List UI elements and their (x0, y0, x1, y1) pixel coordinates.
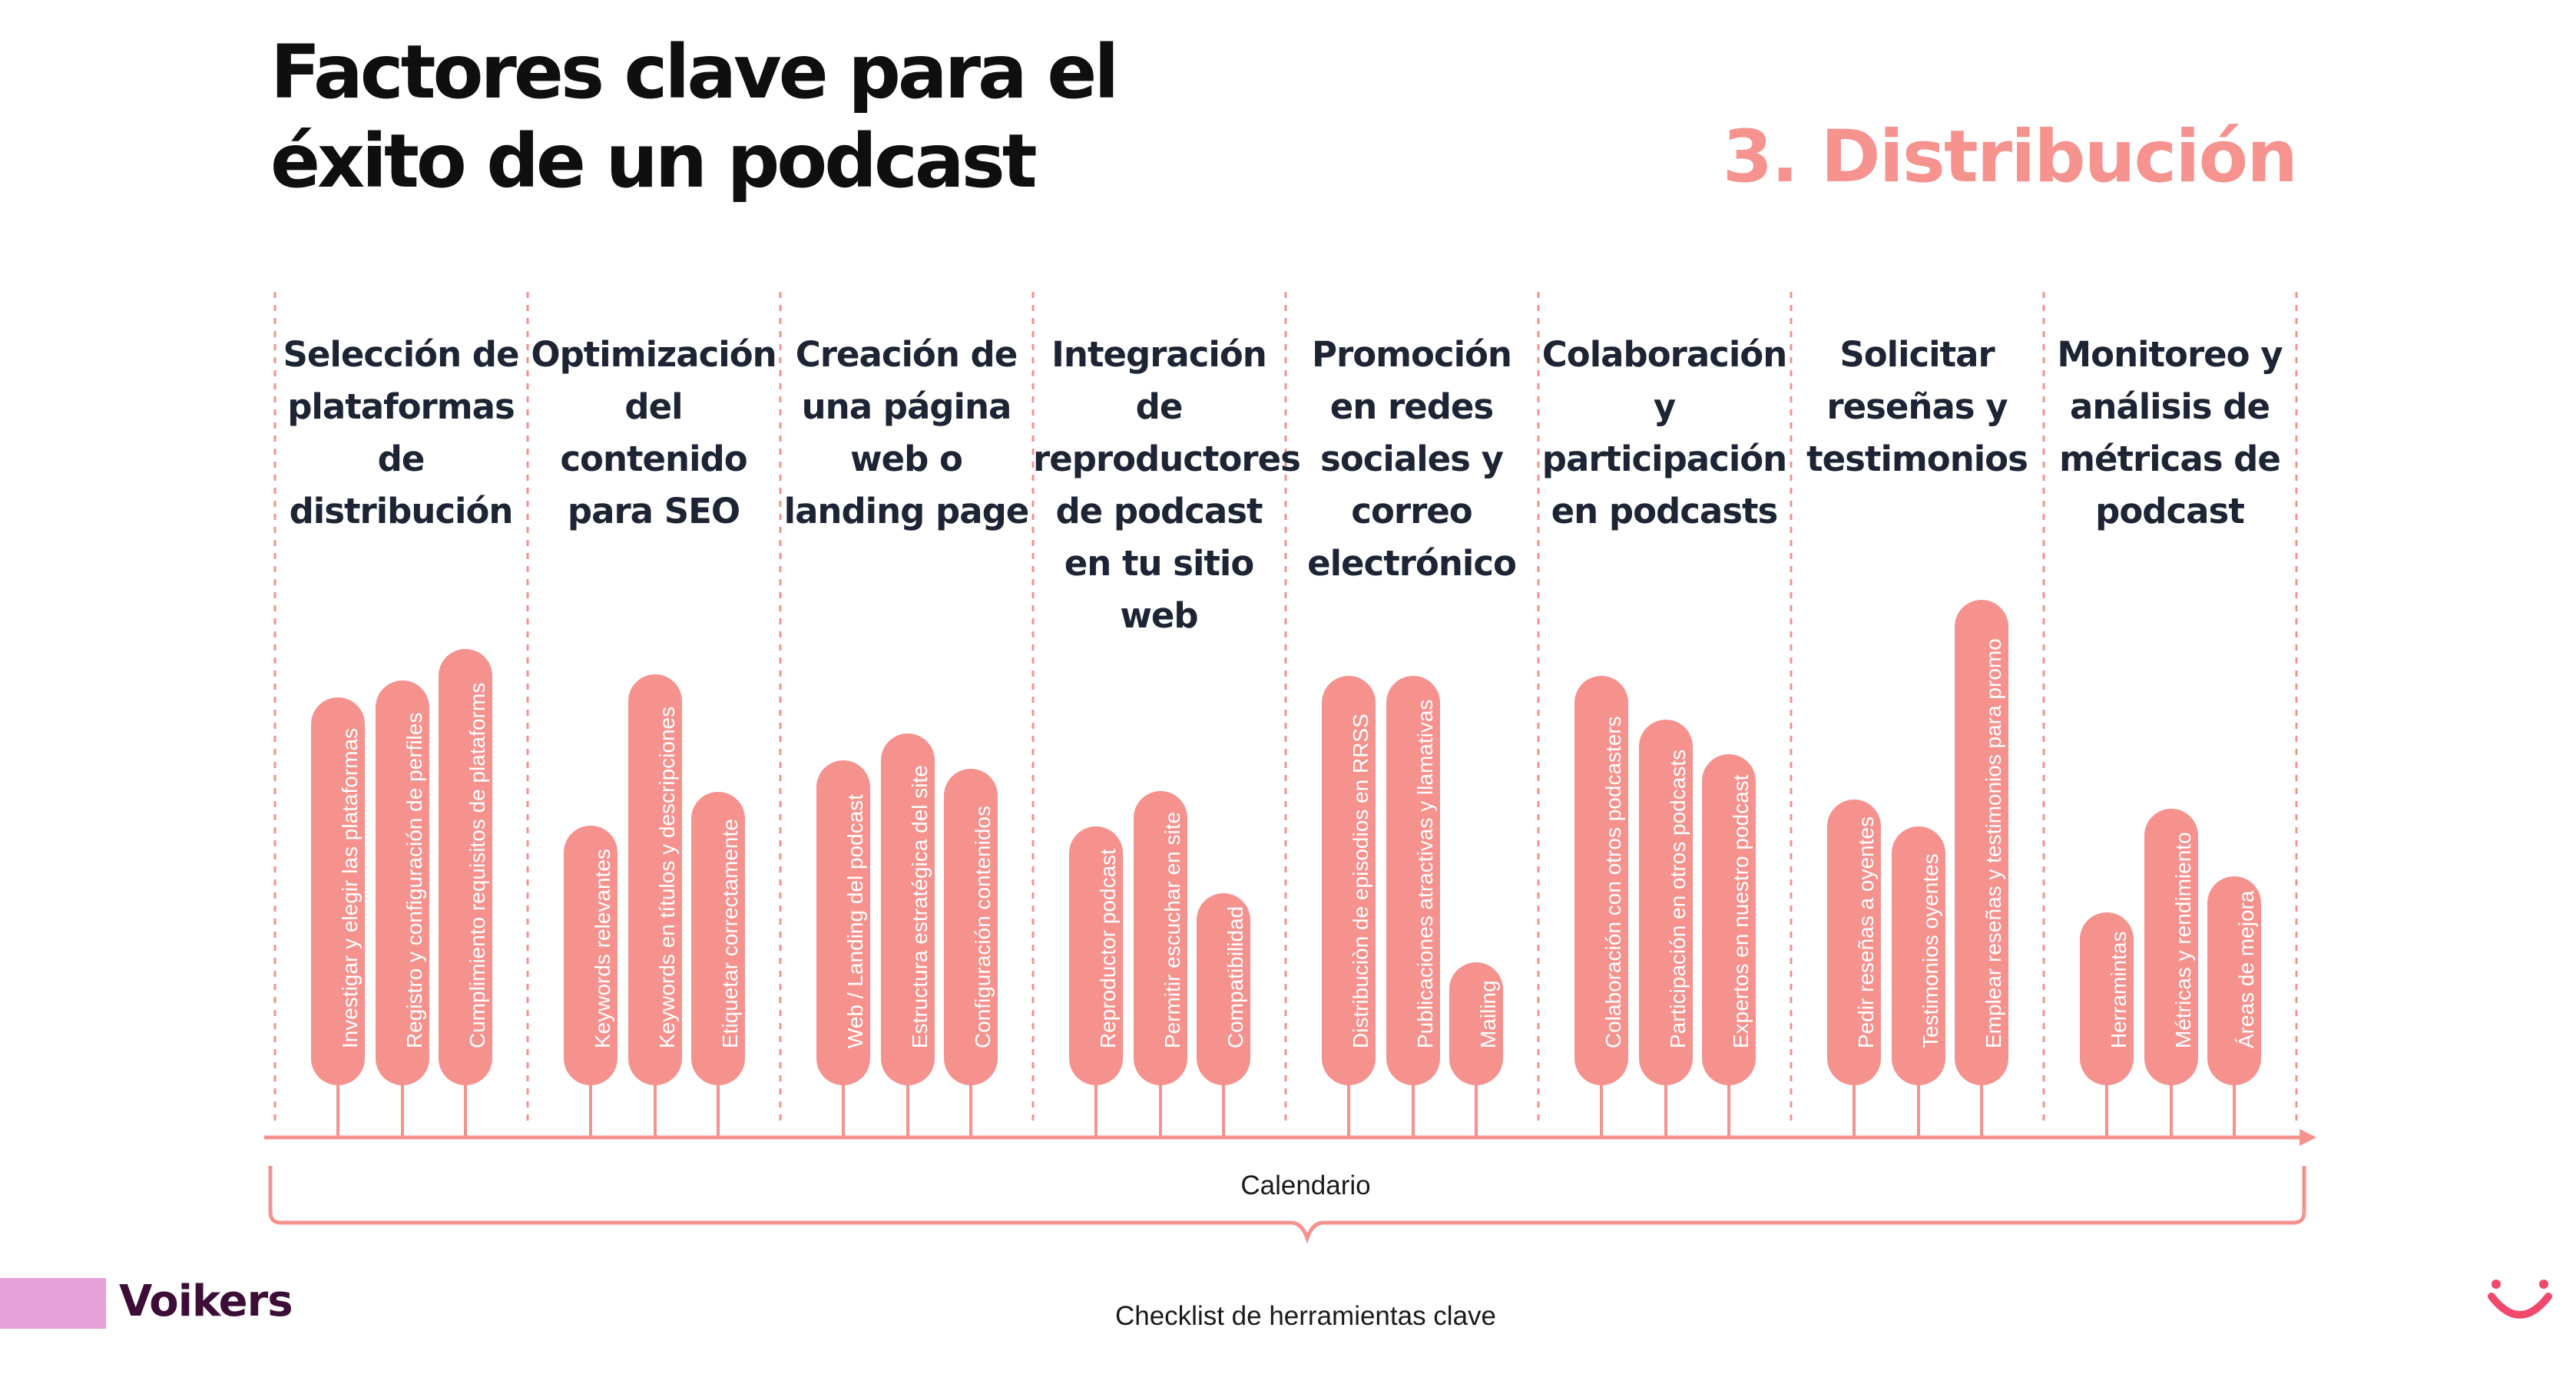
section-title: 3. Distribución (1722, 115, 2298, 199)
column-title: Promoción en redes sociales y correo ele… (1307, 334, 1517, 584)
checklist-pill: Investigar y elegir las plataformas (311, 697, 365, 1085)
pill-label: Mailing (1476, 980, 1500, 1048)
pill-label: Distribuciòn de episodios en RRSS (1349, 714, 1372, 1048)
checklist-pill: Registro y configuración de perfiles (376, 680, 429, 1085)
checklist-pill: Testimonios oyentes (1892, 826, 1945, 1085)
pill-label: Áreas de mejora (2234, 890, 2258, 1048)
checklist-pill: Etiquetar correctamente (691, 792, 745, 1085)
checklist-pill: Configuración contenidos (944, 769, 998, 1085)
checklist-pill: Distribuciòn de episodios en RRSS (1322, 676, 1376, 1085)
column-title: Optimización del contenido para SEO (531, 334, 776, 531)
pill-label: Keywords relevantes (591, 849, 614, 1048)
column-title: Integración de reproductores de podcast … (1033, 334, 1301, 636)
pill-label: Participación en otros podcasts (1666, 749, 1690, 1048)
checklist-pill: Mailing (1449, 962, 1503, 1085)
column-title: Creación de una página web o landing pag… (783, 334, 1030, 531)
column-title: Solicitar reseñas y testimonios (1806, 334, 2028, 479)
checklist-pill: Herramintas (2080, 912, 2134, 1085)
pill-label: Configuración contenidos (971, 806, 995, 1048)
checklist-pill: Permitir escuchar en site (1134, 791, 1187, 1085)
pill-label: Cumplimiento requisitos de plataforms (465, 682, 489, 1048)
column-title: Selección de plataformas de distribución (283, 334, 520, 531)
checklist-pill: Métricas y rendimiento (2144, 809, 2198, 1085)
checklist-pill: Pedir reseñas a oyentes (1827, 800, 1881, 1085)
pill-label: Métricas y rendimiento (2171, 832, 2195, 1048)
checklist-pill: Áreas de mejora (2207, 876, 2261, 1085)
timeline-arrow-icon (2300, 1129, 2316, 1146)
column-title: Colaboración y participación en podcasts (1541, 334, 1787, 531)
pill-label: Herramintas (2107, 931, 2131, 1048)
checklist-pill: Estructura estratégica del site (881, 733, 935, 1085)
page-title: Factores clave para el éxito de un podca… (270, 28, 1269, 206)
pill-label: Estructura estratégica del site (908, 765, 932, 1048)
column-title: Monitoreo y análisis de métricas de podc… (2057, 334, 2283, 531)
checklist-pill: Cumplimiento requisitos de plataforms (439, 649, 492, 1085)
checklist-pill: Reproductor podcast (1069, 826, 1123, 1085)
calendar-brace (268, 1166, 2306, 1244)
page-title-line-1: Factores clave para el (270, 29, 1119, 115)
checklist-pill: Keywords en títulos y descripciones (628, 674, 682, 1085)
pill-label: Colaboración con otros podcasters (1601, 716, 1625, 1048)
checklist-pill: Emplear reseñas y testimonios para promo (1955, 600, 2008, 1085)
pill-label: Publicaciones atractivas y llamativas (1413, 699, 1437, 1048)
pill-stems (336, 1082, 2236, 1137)
checklist-pill: Colaboración con otros podcasters (1574, 676, 1628, 1085)
checklist-pill: Web / Landing del podcast (816, 760, 870, 1085)
checklist-label: Checklist de herramientas clave (1114, 1301, 1497, 1331)
brand-bar (0, 1278, 106, 1329)
pill-label: Emplear reseñas y testimonios para promo (1982, 638, 2005, 1048)
pill-label: Investigar y elegir las plataformas (338, 727, 362, 1048)
checklist-pill: Expertos en nuestro podcast (1702, 754, 1756, 1085)
pill-label: Testimonios oyentes (1919, 853, 1942, 1048)
pill-label: Reproductor podcast (1096, 849, 1120, 1048)
checklist-pill: Participación en otros podcasts (1639, 720, 1693, 1085)
pill-label: Permitir escuchar en site (1161, 811, 1184, 1048)
checklist-pill: Keywords relevantes (564, 826, 618, 1085)
pill-label: Etiquetar correctamente (718, 819, 742, 1048)
brand-name: Voikers (119, 1276, 293, 1326)
pill-label: Web / Landing del podcast (843, 793, 867, 1048)
pill-label: Compatibilidad (1223, 906, 1247, 1048)
pill-label: Expertos en nuestro podcast (1729, 774, 1753, 1048)
checklist-pill: Compatibilidad (1197, 893, 1250, 1085)
page-title-line-2: éxito de un podcast (270, 118, 1038, 204)
checklist-pill: Publicaciones atractivas y llamativas (1386, 676, 1440, 1085)
timeline-label: Calendario (1240, 1170, 1371, 1200)
pill-label: Keywords en títulos y descripciones (655, 706, 679, 1048)
smile-icon (2488, 1280, 2552, 1319)
pill-label: Pedir reseñas a oyentes (1854, 816, 1878, 1048)
pill-label: Registro y configuración de perfiles (402, 712, 426, 1048)
